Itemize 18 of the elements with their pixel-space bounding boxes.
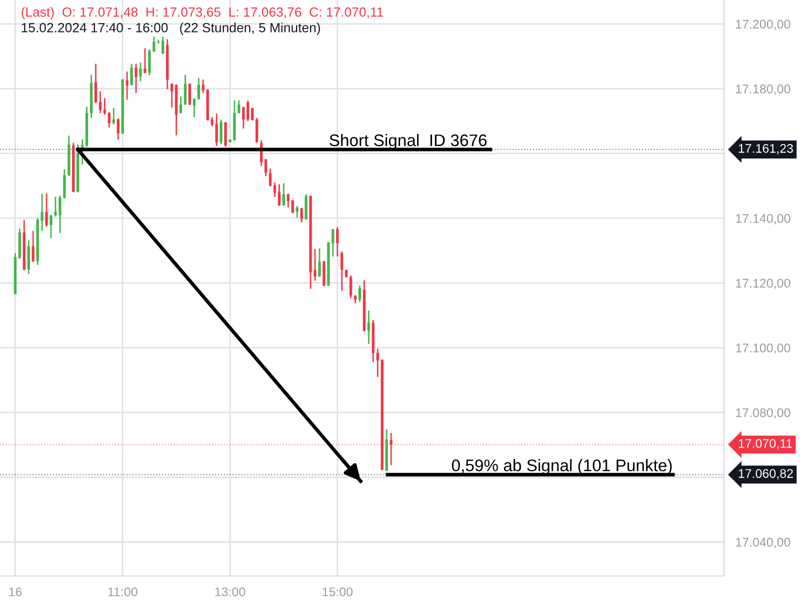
y-tick-label: 17.120,00 [736, 278, 790, 290]
x-tick-label: 11:00 [108, 587, 138, 596]
y-tick-label: 17.040,00 [736, 538, 790, 548]
annotation: 0,59% ab Signal (101 Punkte) [452, 459, 672, 475]
text: 15.02.2024 17:40 - 16:00 (22 Stunden, 5 Minuten) [22, 22, 320, 35]
y-tick-label: 17.180,00 [736, 84, 790, 95]
text: (Last) O: 17.071,48 H: 17.073,65 L: 17.063,76 C: 17.070,11 [22, 7, 384, 20]
ref-line-label: 17.070,11 [738, 439, 792, 450]
y-tick-label: 17.200,00 [736, 20, 790, 30]
annotation: Short Signal ID 3676 [330, 134, 487, 150]
y-tick-label: 17.080,00 [736, 408, 790, 419]
x-tick-label: 13:00 [215, 587, 246, 596]
x-tick-label: 15:00 [322, 587, 353, 596]
ref-line-label: 17.060,82 [738, 469, 793, 480]
x-tick-label: 16 [9, 587, 22, 596]
y-tick-label: 17.100,00 [736, 344, 790, 354]
ref-line-label: 17.161,23 [738, 144, 793, 154]
y-tick-label: 17.140,00 [736, 214, 790, 224]
